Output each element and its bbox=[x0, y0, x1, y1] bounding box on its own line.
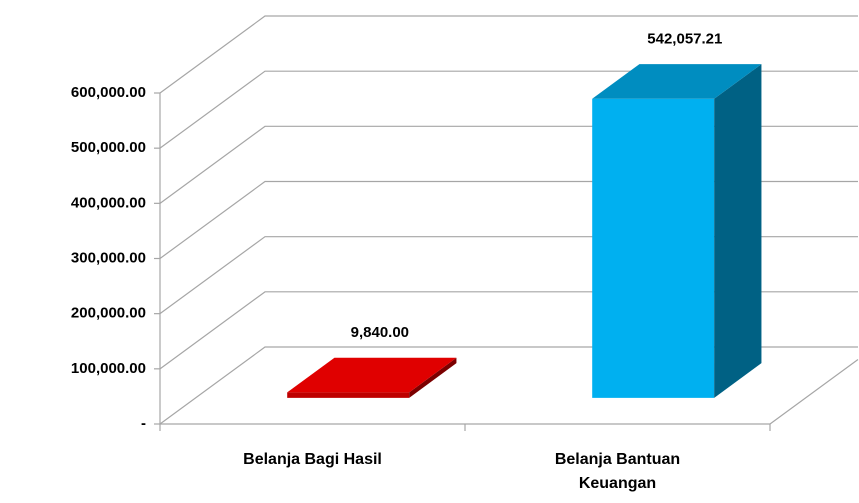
y-tick-label: 400,000.00 bbox=[71, 194, 146, 211]
y-tick-label: 200,000.00 bbox=[71, 305, 146, 322]
x-tick-label: Belanja Bagi Hasil bbox=[243, 451, 382, 468]
bar-front bbox=[592, 98, 715, 398]
bar-side bbox=[409, 357, 457, 398]
bar-front bbox=[287, 392, 410, 398]
x-tick-label: Belanja Bantuan Keuangan bbox=[554, 451, 681, 492]
value-label: 9,840.00 bbox=[351, 324, 409, 341]
bar-side bbox=[714, 64, 762, 398]
y-tick-label: 600,000.00 bbox=[71, 84, 146, 101]
bar-top bbox=[592, 64, 762, 99]
y-tick-label: 500,000.00 bbox=[71, 139, 146, 156]
y-tick-label: - bbox=[141, 415, 146, 432]
bar-top bbox=[287, 357, 457, 393]
y-tick-label: 300,000.00 bbox=[71, 249, 146, 266]
bar bbox=[592, 64, 762, 398]
y-tick-label: 100,000.00 bbox=[71, 360, 146, 377]
bar bbox=[287, 357, 457, 398]
value-label: 542,057.21 bbox=[647, 30, 722, 47]
grid-line bbox=[159, 15, 858, 94]
